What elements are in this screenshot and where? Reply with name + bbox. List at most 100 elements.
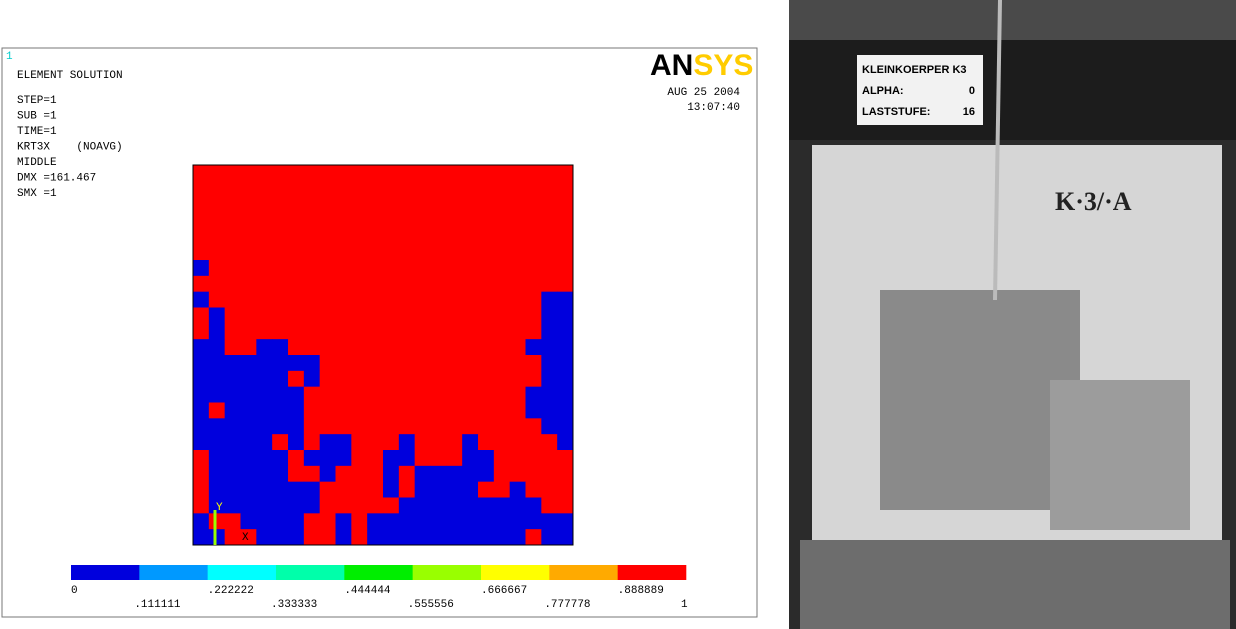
element xyxy=(494,418,510,434)
element xyxy=(399,387,415,403)
element xyxy=(526,292,542,308)
element xyxy=(415,355,431,371)
element xyxy=(510,355,526,371)
element xyxy=(367,276,383,292)
element xyxy=(462,260,478,276)
element xyxy=(541,213,557,229)
element xyxy=(272,228,288,244)
element xyxy=(256,529,272,545)
legend-label: .333333 xyxy=(271,599,317,611)
element xyxy=(526,434,542,450)
element xyxy=(367,181,383,197)
element xyxy=(557,165,573,181)
element xyxy=(225,213,241,229)
element xyxy=(304,260,320,276)
element xyxy=(351,197,367,213)
element xyxy=(209,371,225,387)
element xyxy=(193,498,209,514)
element xyxy=(383,181,399,197)
element xyxy=(399,450,415,466)
element xyxy=(209,482,225,498)
element xyxy=(272,323,288,339)
photo: KLEINKOERPER K3 ALPHA: 0 LASTSTUFE: 16 K… xyxy=(789,0,1236,629)
element xyxy=(209,513,225,529)
element xyxy=(494,371,510,387)
element xyxy=(415,418,431,434)
logo: ANSYS xyxy=(650,49,753,82)
load-beam xyxy=(789,40,1236,140)
element xyxy=(510,308,526,324)
element xyxy=(336,260,352,276)
element xyxy=(431,450,447,466)
element xyxy=(510,434,526,450)
element xyxy=(225,529,241,545)
element xyxy=(510,418,526,434)
element xyxy=(462,181,478,197)
element xyxy=(272,260,288,276)
element xyxy=(336,292,352,308)
element xyxy=(241,260,257,276)
element xyxy=(367,529,383,545)
element xyxy=(225,308,241,324)
element xyxy=(415,228,431,244)
element xyxy=(209,292,225,308)
element xyxy=(304,213,320,229)
element xyxy=(304,244,320,260)
element xyxy=(431,498,447,514)
element xyxy=(256,513,272,529)
element xyxy=(510,339,526,355)
element xyxy=(478,292,494,308)
element xyxy=(241,434,257,450)
element xyxy=(272,434,288,450)
element xyxy=(193,260,209,276)
element xyxy=(415,513,431,529)
element xyxy=(304,434,320,450)
element xyxy=(367,482,383,498)
element xyxy=(494,482,510,498)
element xyxy=(272,450,288,466)
element xyxy=(304,276,320,292)
element xyxy=(541,482,557,498)
date: AUG 25 2004 xyxy=(667,87,740,99)
element xyxy=(304,228,320,244)
element xyxy=(415,498,431,514)
element xyxy=(415,197,431,213)
element xyxy=(241,450,257,466)
element xyxy=(510,529,526,545)
element xyxy=(320,498,336,514)
element xyxy=(541,197,557,213)
element xyxy=(193,482,209,498)
element xyxy=(336,276,352,292)
element xyxy=(383,450,399,466)
element xyxy=(541,403,557,419)
element xyxy=(526,387,542,403)
element xyxy=(478,450,494,466)
element xyxy=(256,355,272,371)
element xyxy=(367,371,383,387)
element xyxy=(241,418,257,434)
element xyxy=(209,387,225,403)
element xyxy=(526,260,542,276)
element xyxy=(431,244,447,260)
element xyxy=(446,292,462,308)
element xyxy=(510,181,526,197)
element xyxy=(541,498,557,514)
element xyxy=(383,434,399,450)
element xyxy=(367,434,383,450)
element xyxy=(209,213,225,229)
element xyxy=(320,403,336,419)
element xyxy=(431,355,447,371)
element xyxy=(320,371,336,387)
element xyxy=(431,482,447,498)
element xyxy=(288,292,304,308)
element xyxy=(510,450,526,466)
element xyxy=(557,513,573,529)
element xyxy=(336,323,352,339)
element xyxy=(225,450,241,466)
element xyxy=(288,403,304,419)
legend-label: .666667 xyxy=(481,585,527,597)
element xyxy=(431,213,447,229)
element xyxy=(225,513,241,529)
element xyxy=(557,308,573,324)
element xyxy=(336,403,352,419)
